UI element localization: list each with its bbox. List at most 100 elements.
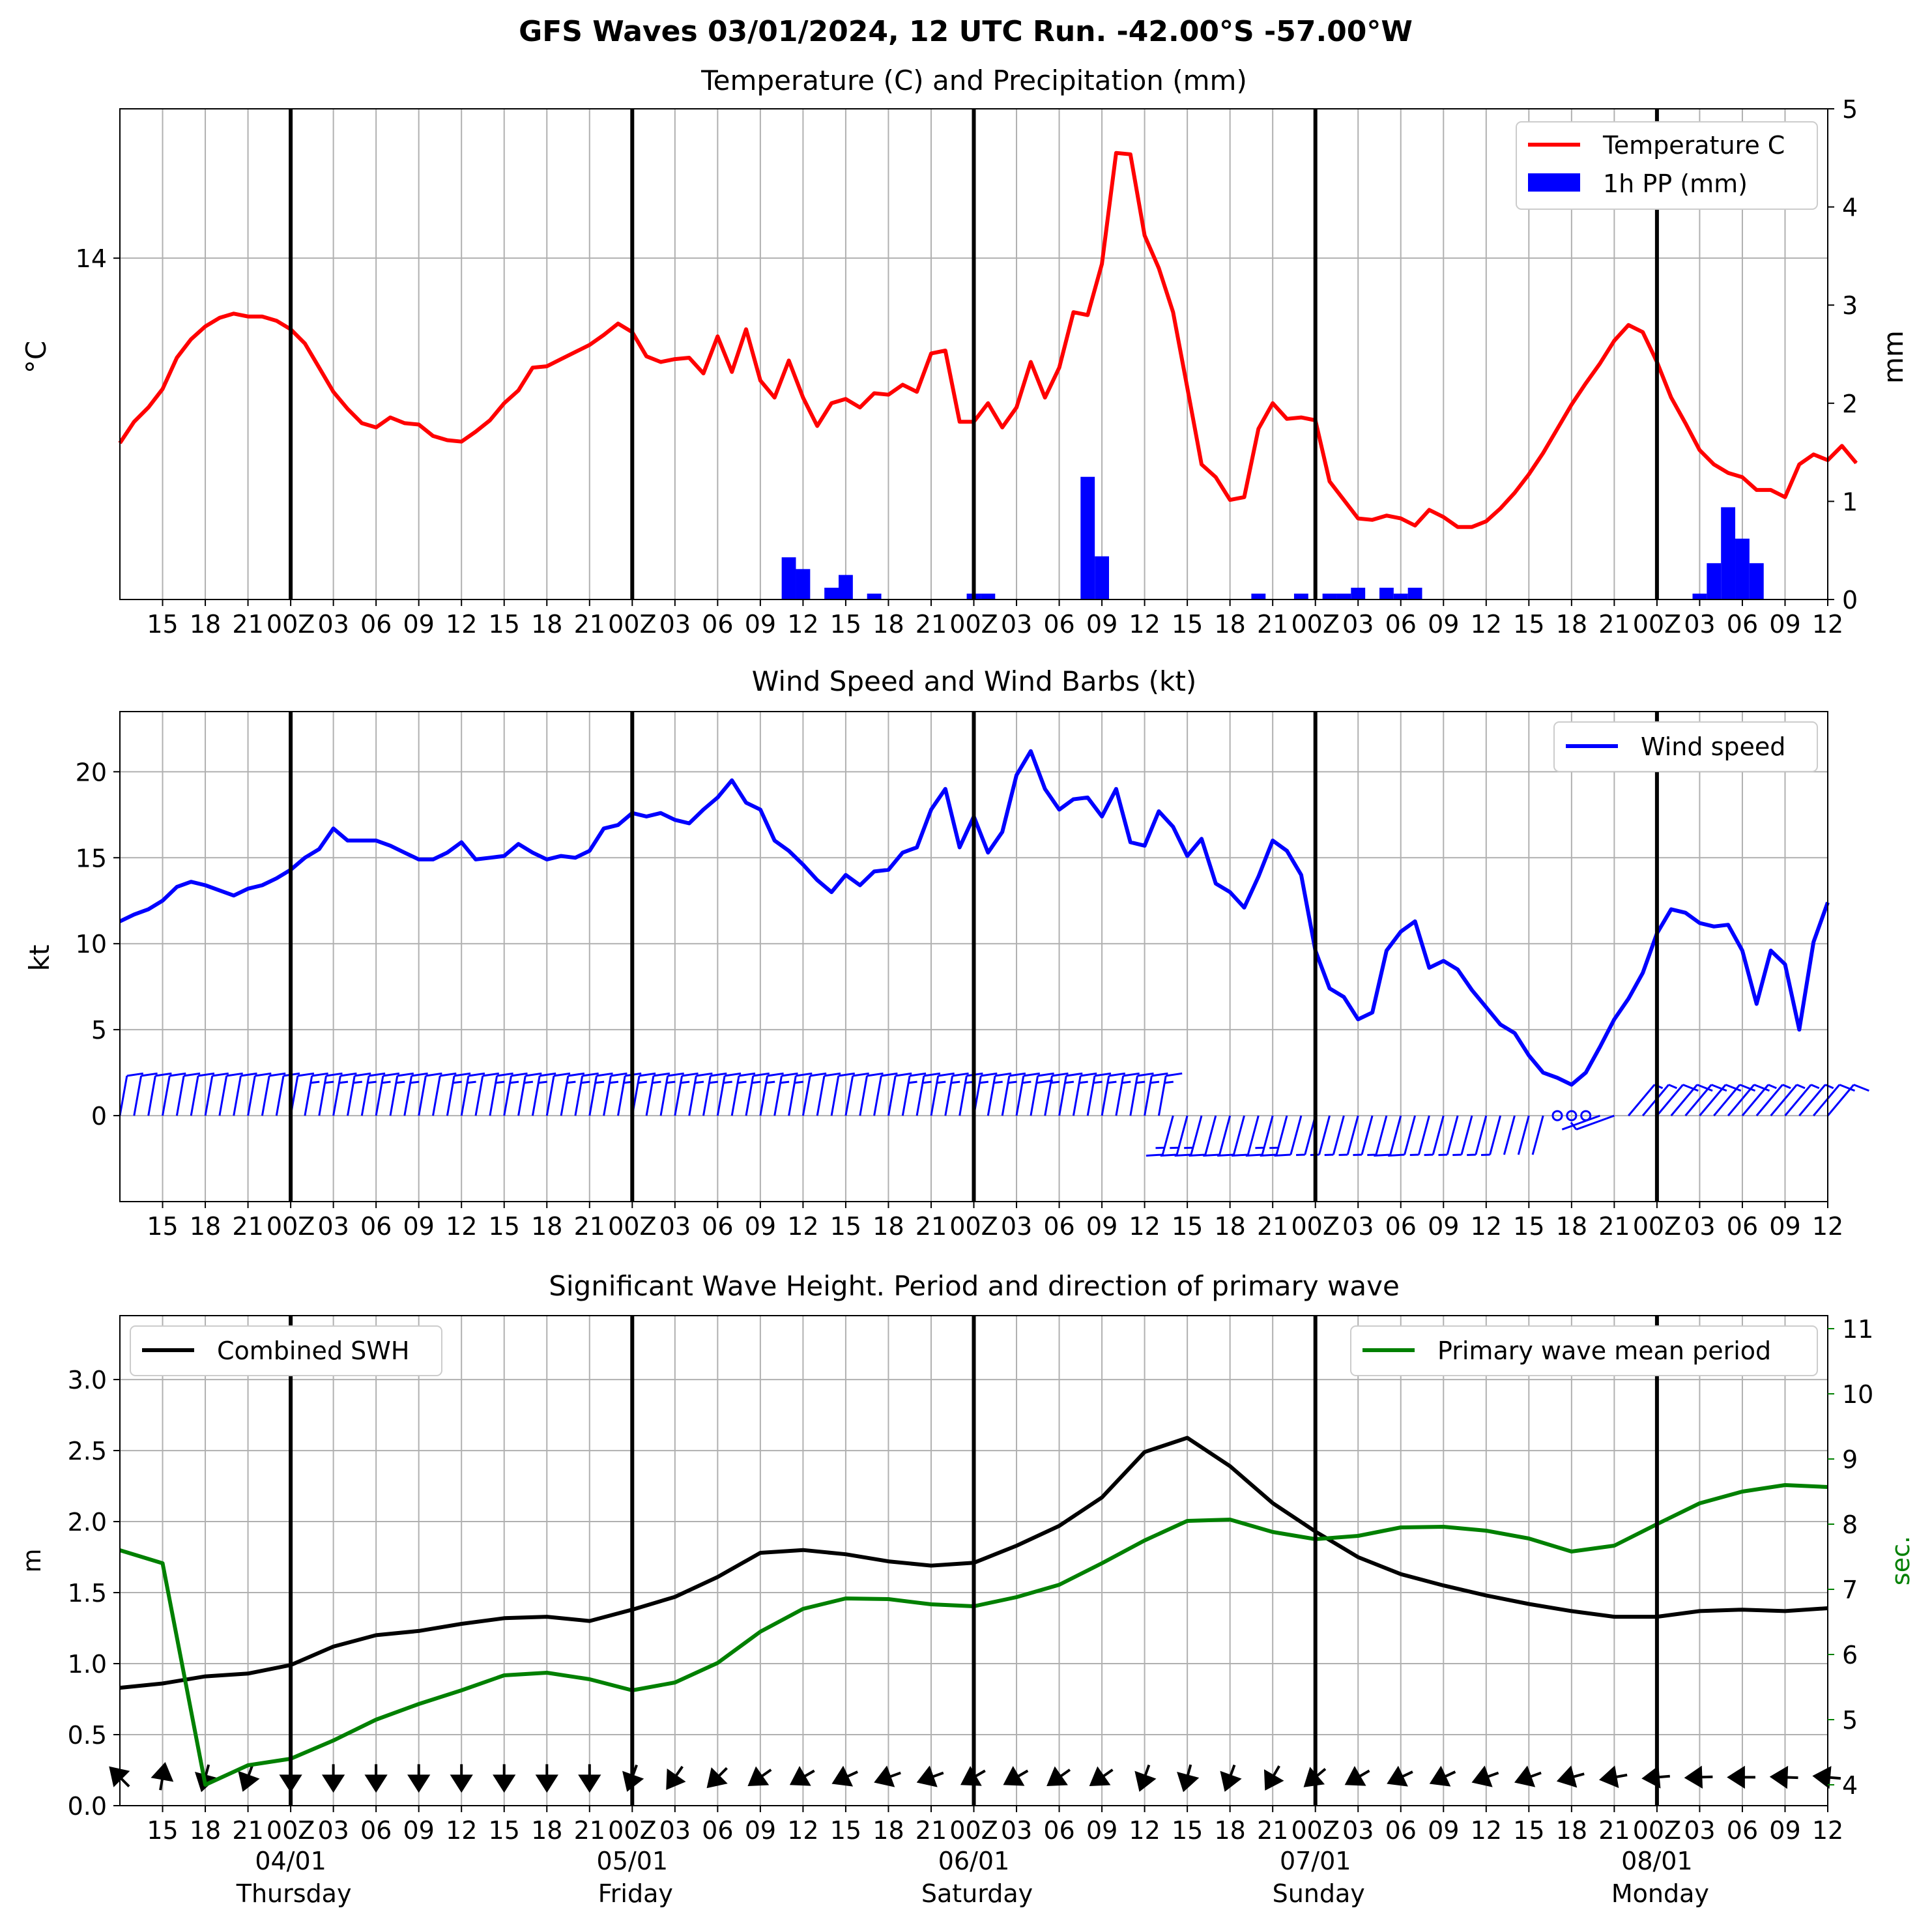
wind-barb: [1274, 1115, 1303, 1157]
x-tick-label: 00Z: [267, 1816, 315, 1845]
day-date-label: 08/01: [1621, 1847, 1693, 1875]
series-point: [1129, 841, 1131, 843]
series-point: [1044, 397, 1046, 398]
series-point: [1187, 1437, 1188, 1439]
series-point: [1087, 797, 1089, 798]
series-point: [1272, 1531, 1273, 1533]
series-point: [1229, 1466, 1231, 1467]
temperature-precip-panel: Temperature (C) and Precipitation (mm) 1…: [20, 65, 1909, 639]
period-y-label: sec.: [1886, 1536, 1915, 1585]
series-point: [959, 421, 960, 422]
series-point: [1272, 403, 1273, 404]
series-point: [1798, 463, 1800, 465]
wave-direction-arrow: [1263, 1765, 1284, 1791]
series-point: [1101, 816, 1103, 817]
series-point: [1030, 361, 1031, 363]
series-point: [1357, 1535, 1359, 1537]
series-point: [1528, 1603, 1530, 1605]
x-tick-label: 12: [446, 1816, 477, 1845]
series-point: [1158, 811, 1160, 812]
x-tick-label: 06: [1727, 1816, 1758, 1845]
series-point: [205, 1784, 206, 1785]
x-tick-label: 03: [659, 1212, 691, 1241]
wave-panel: Significant Wave Height. Period and dire…: [18, 1270, 1915, 1908]
x-tick-label: 18: [531, 610, 562, 639]
series-point: [916, 391, 917, 393]
wave-direction-arrow: [789, 1766, 815, 1786]
series-point: [1727, 472, 1729, 474]
wind-barb: [1157, 1072, 1183, 1116]
series-point: [1129, 154, 1131, 155]
wave-direction-arrow: [1769, 1765, 1798, 1789]
series-point: [503, 1675, 505, 1676]
series-point: [1428, 509, 1430, 511]
wave-direction-arrow: [1471, 1765, 1499, 1787]
wind-barb: [659, 1072, 684, 1116]
wave-direction-arrow: [1089, 1766, 1114, 1787]
series-point: [887, 394, 889, 396]
wind-barb: [204, 1072, 229, 1116]
wind-barb: [1713, 1084, 1756, 1117]
series-point: [261, 884, 263, 886]
precip-bar: [1407, 587, 1422, 599]
series-point: [1642, 972, 1643, 974]
wind-barb: [1570, 1114, 1615, 1131]
series-point: [1016, 1545, 1017, 1546]
x-tick-label: 06: [360, 610, 392, 639]
x-tick-label: 03: [317, 610, 349, 639]
x-tick-label: 09: [1086, 1212, 1117, 1241]
x-tick-label: 18: [190, 1816, 221, 1845]
series-point: [205, 326, 206, 327]
figure-suptitle: GFS Waves 03/01/2024, 12 UTC Run. -42.00…: [519, 15, 1413, 48]
wind-barb: [375, 1072, 400, 1116]
x-tick-label: 12: [446, 610, 477, 639]
series-point: [1841, 445, 1843, 447]
wind-barb: [175, 1072, 201, 1116]
wind-barb: [1684, 1084, 1727, 1117]
series-point: [1343, 499, 1345, 501]
series-point: [190, 881, 192, 883]
x-tick-label: 03: [1684, 1816, 1715, 1845]
series-point: [731, 779, 732, 781]
series-point: [1784, 964, 1786, 965]
x-tick-label: 03: [1342, 610, 1374, 639]
precip-bar: [1080, 476, 1095, 599]
series-point: [1542, 452, 1544, 454]
series-point: [134, 914, 135, 916]
series-point: [503, 855, 505, 857]
series-point: [717, 1662, 719, 1664]
x-tick-label: 18: [531, 1212, 562, 1241]
wave-direction-arrow: [1684, 1765, 1713, 1789]
x-tick-label: 18: [190, 1212, 221, 1241]
series-point: [361, 840, 363, 841]
wind-barb: [247, 1072, 272, 1116]
temperature-x-ticks: 15 18 21 00Z 03 06 09 12 15 18 21 00Z 03 06 09 12 15 18 21…: [147, 599, 1843, 639]
wave-direction-arrow: [1003, 1766, 1029, 1786]
wave-direction-arrow: [1134, 1764, 1157, 1792]
series-point: [987, 403, 989, 404]
wave-direction-arrow: [151, 1762, 174, 1791]
series-point: [1571, 404, 1572, 405]
series-point: [1585, 383, 1587, 384]
x-tick-label: 18: [872, 610, 904, 639]
x-tick-label: 18: [1214, 1816, 1245, 1845]
precip-bar: [1721, 507, 1736, 599]
y-tick-label: 0.5: [68, 1721, 107, 1750]
x-tick-label: 15: [830, 1212, 861, 1241]
series-point: [1016, 774, 1017, 776]
series-point: [1144, 845, 1146, 846]
wind-barb: [147, 1072, 172, 1116]
wind-barb: [531, 1072, 556, 1116]
x-tick-label: 12: [446, 1212, 477, 1241]
series-point: [1058, 809, 1060, 811]
series-point: [517, 843, 519, 845]
y2-tick-label: 5: [1842, 1706, 1858, 1735]
x-tick-label: 21: [232, 1816, 263, 1845]
series-point: [219, 889, 220, 891]
wave-panel-title: Significant Wave Height. Period and dire…: [549, 1270, 1400, 1302]
series-point: [1727, 924, 1729, 925]
y2-tick-label: 6: [1842, 1641, 1858, 1669]
x-tick-label: 00Z: [949, 1816, 998, 1845]
period-legend: Primary wave mean period: [1350, 1325, 1818, 1376]
series-point: [1486, 1530, 1487, 1531]
